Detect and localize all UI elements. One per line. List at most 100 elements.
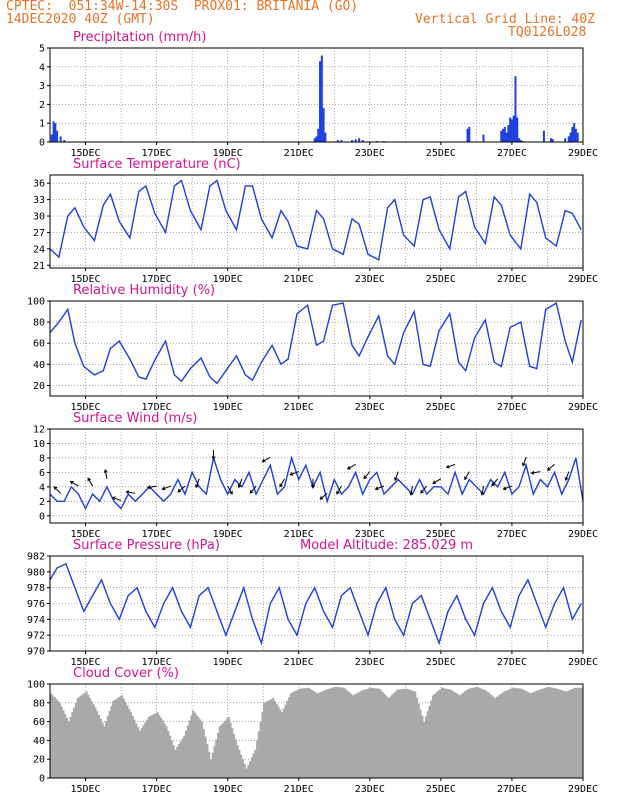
x-tick-label: 29DEC bbox=[568, 402, 598, 413]
x-tick-label: 27DEC bbox=[497, 148, 527, 159]
cloud-bar bbox=[360, 690, 363, 778]
cloud-bar bbox=[431, 695, 435, 778]
x-tick-label: 19DEC bbox=[213, 657, 243, 668]
precip-bar bbox=[510, 119, 513, 142]
x-tick-label: 27DEC bbox=[497, 784, 527, 795]
cloud-bar bbox=[192, 710, 195, 778]
y-tick-label: 20 bbox=[33, 381, 45, 392]
cloud-bar bbox=[396, 689, 399, 778]
cloud-bar bbox=[147, 716, 150, 778]
cloud-bar bbox=[272, 698, 275, 778]
wind-arrow-head bbox=[522, 462, 526, 467]
wind-arrow-head bbox=[195, 484, 199, 489]
cloud-bar bbox=[295, 690, 298, 778]
cloud-bar bbox=[85, 691, 88, 778]
precip-bar bbox=[500, 130, 503, 142]
cloud-bar bbox=[332, 687, 335, 778]
cloud-bar bbox=[135, 723, 138, 778]
precip-bar bbox=[571, 126, 574, 142]
cloud-bar bbox=[574, 687, 577, 778]
cloud-bar bbox=[577, 687, 580, 778]
cloud-bar bbox=[368, 688, 371, 778]
cloud-bar bbox=[231, 728, 234, 778]
cloud-bar bbox=[533, 691, 536, 778]
cloud-bar bbox=[58, 702, 61, 778]
cloud-bar bbox=[51, 695, 54, 778]
series-line bbox=[49, 302, 582, 385]
x-tick-label: 15DEC bbox=[70, 402, 100, 413]
cloud-bar bbox=[437, 690, 440, 778]
wind-arrow bbox=[491, 478, 499, 487]
precip-bar bbox=[336, 140, 339, 142]
x-tick-label: 23DEC bbox=[355, 529, 385, 540]
cloud-bar bbox=[69, 716, 72, 778]
x-tick-label: 19DEC bbox=[213, 529, 243, 540]
cloud-bar bbox=[149, 715, 152, 778]
cloud-bar bbox=[325, 689, 328, 778]
cloud-bar bbox=[280, 712, 284, 778]
x-tick-label: 19DEC bbox=[213, 402, 243, 413]
cloud-bar bbox=[430, 700, 433, 778]
cloud-bar bbox=[428, 705, 431, 778]
cloud-bar bbox=[113, 699, 117, 778]
cloud-bar bbox=[170, 740, 173, 778]
wind-arrow-head bbox=[289, 472, 294, 476]
cloud-bar bbox=[90, 701, 93, 778]
cloud-bar bbox=[556, 688, 559, 778]
wind-arrow-head bbox=[103, 469, 108, 473]
cloud-bar bbox=[581, 687, 584, 778]
precip-bar bbox=[518, 138, 521, 142]
cloud-bar bbox=[286, 700, 289, 778]
cloud-bar bbox=[261, 712, 264, 778]
cloud-bar bbox=[268, 699, 271, 778]
precip-bar bbox=[63, 140, 66, 142]
cloud-bar bbox=[153, 714, 156, 778]
cloud-bar bbox=[254, 749, 257, 778]
wind-arrow-head bbox=[546, 467, 551, 471]
cloud-bar bbox=[243, 763, 246, 778]
cloud-bar bbox=[511, 687, 515, 778]
cloud-bar bbox=[327, 689, 330, 778]
wind-arrow-head bbox=[229, 490, 233, 495]
precip-bar bbox=[56, 130, 59, 142]
y-tick-label: 60 bbox=[33, 339, 45, 350]
cloud-bar bbox=[201, 721, 204, 778]
precip-bar bbox=[319, 61, 322, 142]
precip-bar bbox=[59, 136, 62, 142]
chart-panel-3: Surface Wind (m/s) 0 2 4 6 8 10 12 15DEC 17DEC 19D… bbox=[33, 411, 598, 540]
cloud-bar bbox=[160, 717, 163, 778]
panel-frame bbox=[49, 174, 584, 269]
x-tick-label: 23DEC bbox=[355, 784, 385, 795]
x-tick-label: 15DEC bbox=[70, 274, 100, 285]
precip-bar bbox=[550, 138, 553, 142]
x-tick-label: 17DEC bbox=[142, 148, 172, 159]
cloud-bar bbox=[497, 695, 500, 778]
panel-frame bbox=[49, 47, 584, 143]
cloud-bar bbox=[101, 722, 104, 778]
y-tick-label: 80 bbox=[33, 698, 45, 709]
cloud-bar bbox=[495, 696, 499, 778]
cloud-bar bbox=[426, 711, 429, 778]
cloud-bar bbox=[213, 746, 216, 778]
wind-arrow-head bbox=[125, 490, 130, 495]
cloud-bar bbox=[296, 689, 300, 778]
cloud-bar bbox=[227, 716, 230, 778]
cloud-bar bbox=[103, 726, 106, 778]
wind-arrow-head bbox=[530, 470, 535, 475]
cloud-bar bbox=[456, 694, 459, 778]
cloud-bar bbox=[343, 687, 346, 778]
cloud-bar bbox=[122, 698, 125, 778]
wind-arrow bbox=[126, 491, 136, 494]
cloud-bar bbox=[547, 686, 550, 778]
wind-arrow bbox=[446, 463, 456, 468]
precip-bar bbox=[505, 132, 508, 142]
cloud-bar bbox=[364, 689, 367, 778]
cloud-bar bbox=[575, 687, 578, 778]
y-tick-label: 21 bbox=[33, 261, 45, 272]
cloud-bar bbox=[366, 688, 369, 778]
y-tick-label: 982 bbox=[27, 552, 45, 563]
panel-frame bbox=[49, 428, 584, 524]
cloud-bar bbox=[558, 689, 561, 778]
cloud-bar bbox=[447, 689, 451, 778]
